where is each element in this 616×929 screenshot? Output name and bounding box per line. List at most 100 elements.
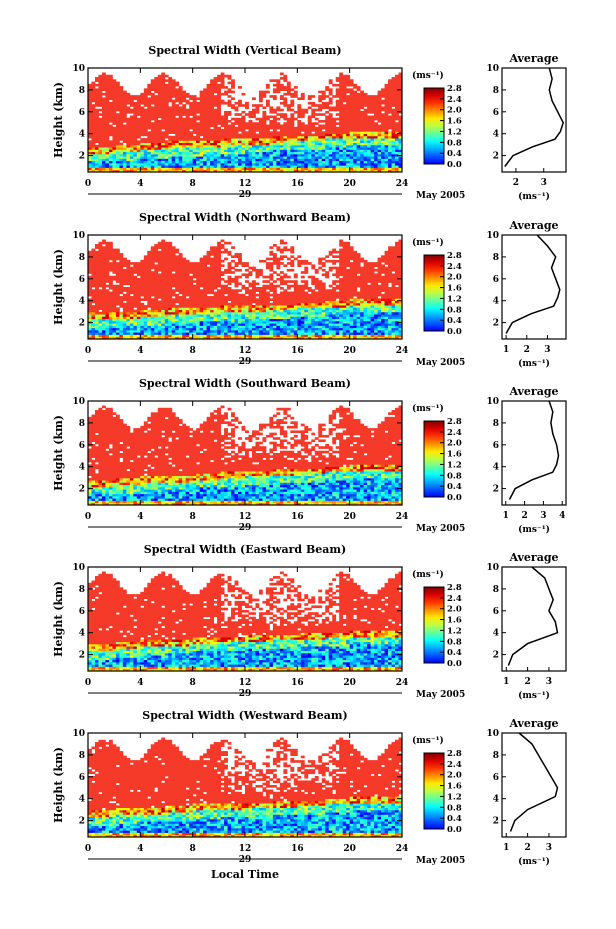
heatmap-cell: [154, 135, 159, 139]
heatmap-cell: [164, 135, 169, 139]
heatmap-cell: [108, 160, 113, 164]
heatmap-cell: [199, 167, 204, 171]
heatmap-cell: [154, 140, 159, 144]
heatmap-cell: [101, 264, 106, 268]
heatmap-cell: [346, 108, 351, 112]
heatmap-cell: [276, 167, 281, 171]
heatmap-cell: [276, 83, 281, 87]
heatmap-cell: [94, 162, 99, 166]
heatmap-cell: [203, 147, 208, 150]
heatmap-cell: [328, 162, 333, 166]
heatmap-cell: [189, 275, 194, 279]
heatmap-cell: [238, 282, 242, 286]
heatmap-cell: [88, 318, 92, 322]
heatmap-cell: [119, 124, 124, 128]
heatmap-cell: [210, 296, 214, 299]
heatmap-cell: [318, 142, 323, 146]
heatmap-cell: [98, 275, 103, 279]
heatmap-cell: [279, 156, 284, 159]
heatmap-cell: [391, 92, 396, 96]
heatmap-cell: [196, 165, 201, 168]
heatmap-cell: [105, 255, 110, 259]
heatmap-cell: [363, 101, 368, 105]
heatmap-cell: [367, 129, 371, 132]
heatmap-cell: [374, 104, 378, 107]
heatmap-cell: [164, 160, 169, 164]
heatmap-cell: [108, 280, 113, 283]
heatmap-cell: [217, 101, 221, 105]
average-x-label: (ms⁻¹): [518, 191, 550, 202]
heatmap-cell: [356, 149, 361, 153]
heatmap-cell: [248, 129, 253, 132]
heatmap-cell: [88, 316, 92, 320]
heatmap-cell: [398, 83, 403, 87]
heatmap-cell: [164, 167, 169, 171]
heatmap-cell: [398, 106, 403, 110]
heatmap-cell: [220, 271, 225, 274]
heatmap-cell: [220, 250, 225, 254]
heatmap-cell: [339, 79, 344, 82]
heatmap-cell: [342, 160, 347, 164]
heatmap-cell: [98, 327, 103, 331]
heatmap-cell: [108, 334, 113, 338]
heatmap-cell: [297, 169, 302, 173]
heatmap-cell: [115, 101, 120, 105]
heatmap-cell: [314, 135, 319, 139]
heatmap-cell: [178, 88, 183, 92]
heatmap-cell: [143, 122, 148, 125]
heatmap-cell: [101, 117, 106, 121]
heatmap-cell: [213, 110, 218, 114]
heatmap-cell: [122, 90, 127, 94]
heatmap-cell: [342, 140, 347, 144]
heatmap-cell: [213, 101, 218, 105]
heatmap-cell: [398, 140, 403, 144]
heatmap-cell: [381, 113, 385, 116]
heatmap-cell: [370, 131, 375, 134]
heatmap-cell: [171, 99, 176, 103]
heatmap-cell: [147, 140, 152, 144]
heatmap-cell: [279, 95, 284, 98]
heatmap-cell: [374, 115, 378, 119]
heatmap-cell: [227, 262, 232, 265]
heatmap-cell: [98, 311, 103, 315]
heatmap-cell: [129, 117, 134, 121]
heatmap-cell: [129, 133, 134, 137]
heatmap-cell: [192, 120, 197, 123]
heatmap-cell: [360, 140, 365, 144]
heatmap-cell: [384, 106, 389, 110]
heatmap-cell: [164, 156, 169, 159]
heatmap-cell: [129, 120, 134, 123]
heatmap-cell: [374, 156, 378, 159]
heatmap-cell: [112, 117, 117, 121]
heatmap-cell: [251, 131, 256, 134]
heatmap-cell: [88, 160, 92, 164]
heatmap-cell: [136, 147, 141, 150]
heatmap-cell: [293, 86, 298, 89]
heatmap-cell: [101, 124, 106, 128]
heatmap-cell: [126, 126, 131, 130]
heatmap-cell: [182, 108, 187, 112]
heatmap-cell: [108, 156, 113, 159]
heatmap-cell: [395, 138, 399, 141]
heatmap-cell: [88, 305, 92, 308]
heatmap-cell: [353, 115, 358, 119]
heatmap-cell: [140, 149, 145, 153]
heatmap-cell: [283, 79, 288, 82]
heatmap-cell: [342, 144, 347, 148]
heatmap-cell: [234, 135, 239, 139]
heatmap-cell: [115, 135, 120, 139]
heatmap-cell: [395, 158, 399, 162]
heatmap-cell: [360, 169, 365, 173]
heatmap-cell: [88, 156, 92, 159]
heatmap-cell: [105, 336, 110, 340]
heatmap-cell: [377, 158, 382, 162]
heatmap-cell: [220, 72, 225, 76]
heatmap-cell: [101, 239, 106, 243]
heatmap-cell: [185, 158, 190, 162]
heatmap-cell: [213, 115, 218, 119]
heatmap-cell: [164, 126, 169, 130]
heatmap-cell: [126, 133, 131, 137]
heatmap-cell: [297, 106, 302, 110]
heatmap-cell: [356, 124, 361, 128]
heatmap-cell: [203, 122, 208, 125]
